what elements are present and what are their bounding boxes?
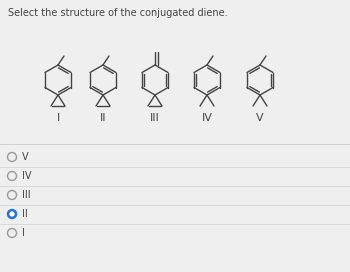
Text: V: V — [22, 152, 29, 162]
Text: I: I — [56, 113, 60, 123]
Text: IV: IV — [22, 171, 32, 181]
Text: II: II — [22, 209, 28, 219]
Text: III: III — [150, 113, 160, 123]
Text: II: II — [100, 113, 106, 123]
Text: V: V — [256, 113, 264, 123]
Circle shape — [7, 209, 16, 218]
Circle shape — [10, 212, 14, 216]
Text: IV: IV — [202, 113, 212, 123]
Text: Select the structure of the conjugated diene.: Select the structure of the conjugated d… — [8, 8, 228, 18]
Text: I: I — [22, 228, 25, 238]
Text: III: III — [22, 190, 31, 200]
